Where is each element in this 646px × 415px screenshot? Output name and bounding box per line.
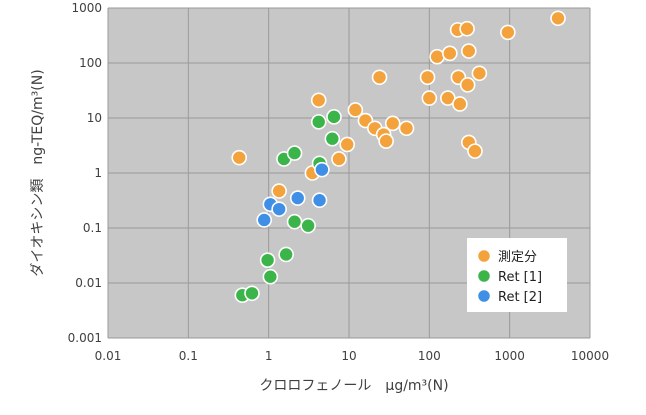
y-axis-title: ダイオキシン類 ng-TEQ/m³(N) (30, 69, 46, 276)
data-point (442, 45, 458, 62)
grid-lines (107, 7, 591, 339)
data-point (429, 48, 445, 65)
legend-marker (476, 288, 492, 304)
data-point (259, 252, 276, 268)
data-point (314, 161, 330, 178)
y-tick-label: 0.001 (68, 331, 102, 345)
x-tick-label: 10 (341, 349, 356, 363)
data-point (339, 136, 356, 153)
legend-label: Ret [2] (498, 290, 542, 305)
legend: 測定分 Ret [1] Ret [2] (467, 238, 567, 312)
data-point (310, 92, 327, 109)
data-point (256, 212, 273, 228)
data-point (271, 201, 287, 217)
x-tick-label: 0.1 (179, 349, 198, 363)
x-tick-label: 1000 (494, 349, 525, 363)
data-point (461, 43, 477, 59)
data-point (467, 143, 483, 159)
data-point (550, 10, 566, 27)
data-point (384, 115, 401, 132)
data-point (324, 130, 341, 147)
data-point (286, 213, 303, 230)
y-tick-label: 0.01 (75, 276, 102, 290)
data-point (378, 133, 394, 149)
data-point (262, 268, 279, 285)
data-point (500, 24, 516, 41)
legend-label: Ret [1] (498, 270, 542, 285)
data-point (459, 77, 476, 93)
y-tick-label: 100 (79, 56, 102, 70)
x-tick-label: 0.01 (95, 349, 122, 363)
data-point (347, 102, 364, 118)
data-point (311, 192, 328, 209)
x-tick-label: 100 (418, 349, 441, 363)
data-point (419, 69, 436, 86)
y-tick-label: 0.1 (83, 221, 102, 235)
data-point (459, 20, 475, 37)
y-tick-label: 10 (87, 111, 102, 125)
data-point (289, 190, 306, 206)
data-point (371, 69, 388, 86)
legend-marker (476, 268, 492, 284)
data-point (310, 114, 327, 130)
y-tick-label: 1000 (71, 1, 102, 15)
data-point (231, 149, 248, 166)
data-point (326, 109, 342, 125)
data-point (452, 96, 468, 112)
x-tick-label: 10000 (571, 349, 609, 363)
x-tick-label: 1 (265, 349, 273, 363)
series-group (256, 161, 330, 228)
series-group (231, 10, 566, 199)
data-point (271, 183, 287, 199)
data-point (300, 217, 316, 234)
x-axis-title: クロロフェノール μg/m³(N) (259, 378, 448, 394)
data-point (286, 145, 303, 161)
x-tick-labels: 0.01 0.1 1 10 100 1000 10000 (95, 349, 609, 363)
data-point (244, 285, 260, 302)
data-point (398, 120, 415, 137)
y-tick-label: 1 (94, 166, 102, 180)
y-tick-labels: 0.001 0.01 0.1 1 10 100 1000 (68, 1, 102, 345)
data-points (231, 10, 566, 304)
data-point (421, 90, 438, 106)
legend-items: 測定分 Ret [1] Ret [2] (476, 248, 542, 305)
data-point (471, 65, 488, 82)
legend-marker (476, 248, 492, 264)
data-point (278, 246, 294, 263)
legend-label: 測定分 (498, 250, 537, 265)
data-point (331, 151, 347, 167)
